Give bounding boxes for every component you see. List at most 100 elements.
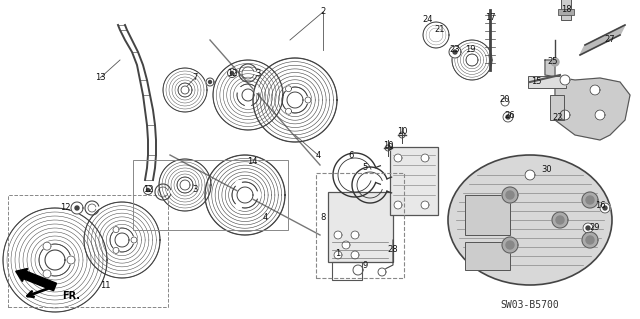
Text: 12: 12 — [227, 69, 237, 78]
Circle shape — [506, 115, 510, 119]
Circle shape — [560, 75, 570, 85]
Circle shape — [115, 233, 129, 247]
Circle shape — [287, 92, 303, 108]
Circle shape — [552, 212, 568, 228]
Circle shape — [586, 236, 594, 244]
Circle shape — [254, 87, 259, 93]
Text: 20: 20 — [500, 95, 510, 105]
Text: 28: 28 — [388, 246, 398, 255]
Text: 24: 24 — [423, 16, 433, 25]
Circle shape — [131, 237, 137, 243]
Bar — [550, 95, 564, 120]
Circle shape — [147, 189, 150, 191]
Text: 5: 5 — [362, 164, 367, 173]
Text: 9: 9 — [362, 261, 367, 270]
Circle shape — [583, 223, 593, 233]
Bar — [390, 147, 438, 215]
Circle shape — [600, 203, 610, 213]
Text: 21: 21 — [435, 26, 445, 34]
Bar — [8, 195, 168, 307]
Circle shape — [502, 187, 518, 203]
Circle shape — [421, 154, 429, 162]
Text: 12: 12 — [143, 186, 153, 195]
Circle shape — [502, 237, 518, 253]
Text: 17: 17 — [484, 13, 495, 23]
Circle shape — [236, 203, 241, 209]
Circle shape — [206, 78, 214, 86]
Text: 25: 25 — [548, 57, 558, 66]
Text: 12: 12 — [60, 204, 70, 212]
Circle shape — [551, 58, 559, 66]
Text: 4: 4 — [316, 151, 321, 160]
Circle shape — [43, 242, 51, 250]
Text: 23: 23 — [450, 46, 460, 55]
Circle shape — [237, 87, 242, 93]
Circle shape — [45, 250, 65, 270]
Bar — [328, 192, 393, 262]
Bar — [465, 242, 510, 270]
Circle shape — [351, 231, 359, 239]
Circle shape — [113, 248, 119, 253]
Text: 19: 19 — [465, 46, 476, 55]
Text: 8: 8 — [320, 213, 326, 222]
Circle shape — [582, 232, 598, 248]
Circle shape — [595, 110, 605, 120]
Text: 26: 26 — [505, 110, 515, 120]
Circle shape — [501, 98, 509, 106]
Circle shape — [432, 31, 440, 39]
Circle shape — [468, 56, 476, 64]
Circle shape — [285, 86, 291, 92]
Circle shape — [506, 241, 514, 249]
Text: 3: 3 — [192, 186, 198, 195]
Text: 16: 16 — [595, 201, 605, 210]
Bar — [558, 9, 574, 15]
Circle shape — [603, 206, 607, 210]
Circle shape — [503, 112, 513, 122]
Circle shape — [590, 85, 600, 95]
Text: 14: 14 — [247, 158, 257, 167]
Circle shape — [506, 191, 514, 199]
Circle shape — [378, 268, 386, 276]
Circle shape — [67, 256, 75, 264]
Circle shape — [586, 226, 590, 230]
Bar — [332, 262, 362, 280]
Circle shape — [351, 251, 359, 259]
Circle shape — [334, 251, 342, 259]
Circle shape — [246, 102, 250, 108]
Bar — [316, 173, 404, 278]
Circle shape — [180, 180, 190, 190]
Circle shape — [353, 265, 363, 275]
Circle shape — [227, 69, 237, 78]
Text: 6: 6 — [348, 152, 354, 160]
Text: 10: 10 — [397, 128, 407, 137]
Circle shape — [71, 202, 83, 214]
Polygon shape — [545, 60, 630, 140]
Ellipse shape — [448, 155, 612, 285]
Circle shape — [236, 181, 241, 187]
Circle shape — [525, 170, 535, 180]
Circle shape — [230, 71, 234, 75]
Circle shape — [399, 132, 405, 138]
Circle shape — [285, 108, 291, 114]
Text: 2: 2 — [321, 8, 326, 17]
Text: 1: 1 — [335, 249, 340, 257]
Circle shape — [334, 231, 342, 239]
Text: 27: 27 — [605, 35, 615, 44]
Text: 22: 22 — [553, 114, 563, 122]
Circle shape — [75, 206, 79, 210]
Circle shape — [143, 186, 152, 195]
Circle shape — [385, 145, 391, 151]
FancyArrow shape — [16, 269, 56, 291]
Text: 29: 29 — [589, 224, 600, 233]
Circle shape — [394, 154, 402, 162]
Circle shape — [305, 97, 311, 103]
Circle shape — [209, 80, 211, 84]
Bar — [528, 76, 566, 88]
Text: 18: 18 — [561, 5, 572, 14]
Circle shape — [255, 192, 261, 198]
Bar — [133, 160, 288, 230]
Circle shape — [181, 86, 189, 94]
Circle shape — [394, 201, 402, 209]
Circle shape — [237, 187, 253, 203]
Bar — [465, 195, 510, 235]
